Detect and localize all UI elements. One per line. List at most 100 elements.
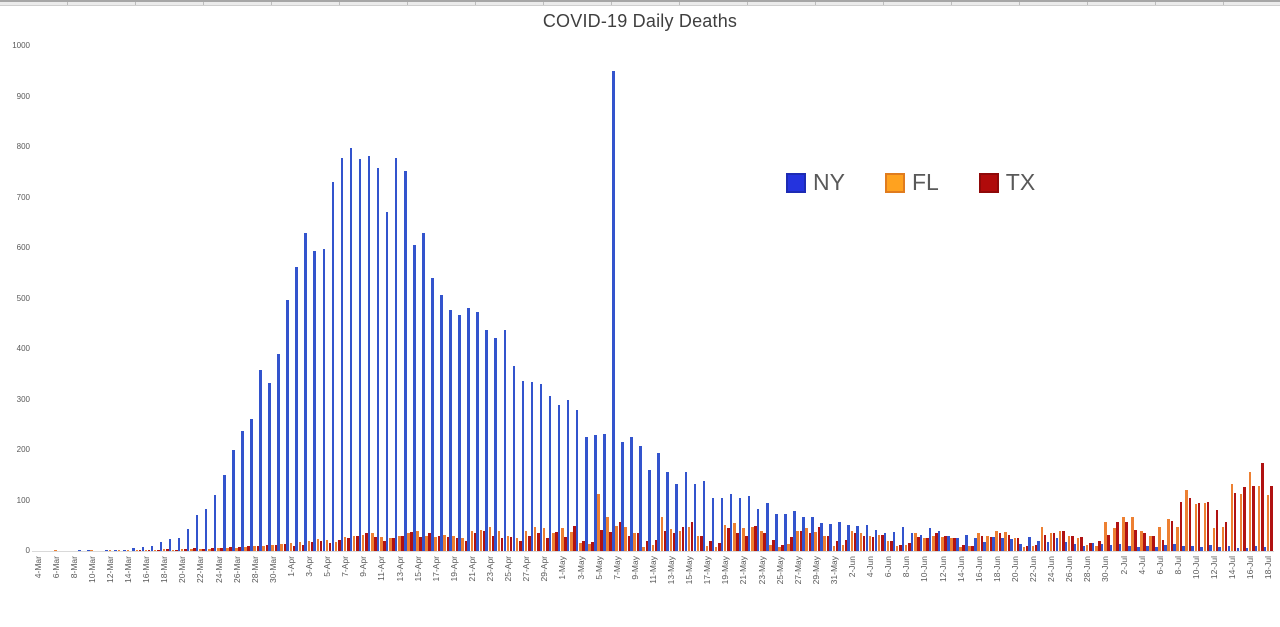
bar-fl	[669, 528, 673, 551]
bar-fl	[316, 538, 320, 551]
x-tick-label: 9-May	[629, 556, 640, 580]
y-tick-label: 500	[16, 293, 30, 303]
bar-tx	[890, 540, 893, 551]
x-axis-line	[32, 551, 1274, 552]
bar-fl	[606, 516, 609, 551]
bar-tx	[871, 536, 875, 551]
bar-fl	[524, 530, 528, 551]
bar-tx	[555, 531, 558, 551]
bar-fl	[189, 548, 193, 551]
bar-fl	[1176, 526, 1179, 551]
bar-fl	[144, 549, 148, 551]
bar-fl	[624, 526, 627, 551]
bar-tx	[1179, 501, 1183, 551]
x-tick-label: 30-Jun	[1100, 556, 1111, 582]
bar-ny	[277, 353, 280, 551]
bar-tx	[1098, 540, 1101, 551]
bar-fl	[551, 533, 555, 551]
bar-ny	[811, 517, 814, 551]
bar-ny	[747, 495, 751, 551]
bar-tx	[899, 544, 902, 551]
bar-ny	[883, 533, 887, 551]
x-tick-label: 14-Jul	[1227, 556, 1238, 580]
bar-tx	[1107, 534, 1110, 551]
bar-fl	[886, 540, 890, 551]
legend-item-fl[interactable]: FL	[884, 169, 939, 196]
bar-fl	[850, 530, 854, 551]
bar-tx	[383, 540, 386, 551]
bar-tx	[1188, 497, 1192, 551]
x-tick-label: 6-Jul	[1154, 556, 1165, 575]
bar-tx	[437, 535, 441, 551]
bar-ny	[503, 330, 507, 551]
bar-fl	[877, 534, 881, 551]
x-tick-label: 12-Jun	[937, 556, 948, 582]
bar-fl	[742, 528, 745, 551]
bar-fl	[533, 526, 537, 551]
bar-fl	[153, 549, 157, 551]
bar-tx	[473, 533, 477, 551]
x-tick-label: 4-Mar	[32, 556, 43, 579]
bar-ny	[793, 511, 796, 551]
bar-fl	[217, 548, 220, 551]
bar-fl	[126, 549, 130, 551]
bar-tx	[573, 525, 576, 551]
bar-fl	[1140, 531, 1143, 551]
x-tick-label: 6-Jun	[883, 556, 894, 578]
x-tick-label: 18-Jun	[991, 556, 1002, 582]
bar-fl	[796, 530, 799, 551]
bar-tx	[672, 533, 676, 551]
legend-item-tx[interactable]: TX	[978, 169, 1035, 196]
bar-fl	[1167, 519, 1170, 551]
bar-ny	[784, 513, 787, 551]
bar-fl	[561, 527, 564, 551]
bar-ny	[186, 528, 190, 551]
bar-fl	[732, 523, 736, 551]
bar-fl	[760, 530, 763, 551]
bar-fl	[968, 545, 971, 551]
bar-ny	[241, 431, 244, 551]
x-tick-label: 17-May	[702, 556, 713, 585]
bar-ny	[1055, 538, 1059, 551]
bar-ny	[259, 370, 262, 551]
x-tick-label: 20-Jun	[1009, 556, 1020, 582]
bar-tx	[699, 535, 703, 551]
bar-fl	[199, 549, 202, 551]
bar-fl	[280, 543, 284, 551]
x-tick-label: 22-Jun	[1028, 556, 1038, 582]
x-tick-label: 7-Apr	[340, 556, 351, 577]
x-tick-label: 10-Jul	[1190, 556, 1201, 580]
x-tick-label: 7-May	[611, 556, 622, 580]
bar-ny	[87, 550, 90, 551]
bar-fl	[751, 526, 754, 551]
bar-fl	[950, 538, 953, 551]
bar-fl	[461, 538, 465, 551]
bar-fl	[579, 543, 582, 551]
bar-fl	[904, 544, 908, 551]
bar-fl	[696, 535, 700, 551]
bar-tx	[591, 541, 594, 551]
bar-fl	[597, 493, 600, 551]
bar-tx	[138, 550, 142, 551]
x-tick-label: 16-Jun	[973, 556, 984, 582]
bar-ny	[1173, 544, 1176, 551]
bar-tx	[347, 538, 350, 551]
bar-tx	[880, 534, 884, 551]
bar-ny	[431, 278, 434, 551]
bar-tx	[908, 543, 911, 551]
bar-fl	[651, 544, 655, 551]
x-tick-label: 11-May	[647, 556, 658, 584]
bar-tx	[1134, 529, 1137, 551]
bar-ny	[476, 311, 479, 551]
bar-tx	[356, 535, 359, 551]
legend-item-ny[interactable]: NY	[786, 169, 845, 196]
bar-ny	[1001, 538, 1004, 551]
bar-fl	[986, 535, 989, 551]
x-tick-label: 30-Mar	[267, 556, 278, 583]
bar-fl	[660, 517, 664, 551]
x-tick-label: 29-Apr	[539, 556, 550, 582]
bar-tx	[971, 545, 975, 551]
bar-fl	[714, 546, 718, 551]
bar-ny	[983, 542, 986, 551]
